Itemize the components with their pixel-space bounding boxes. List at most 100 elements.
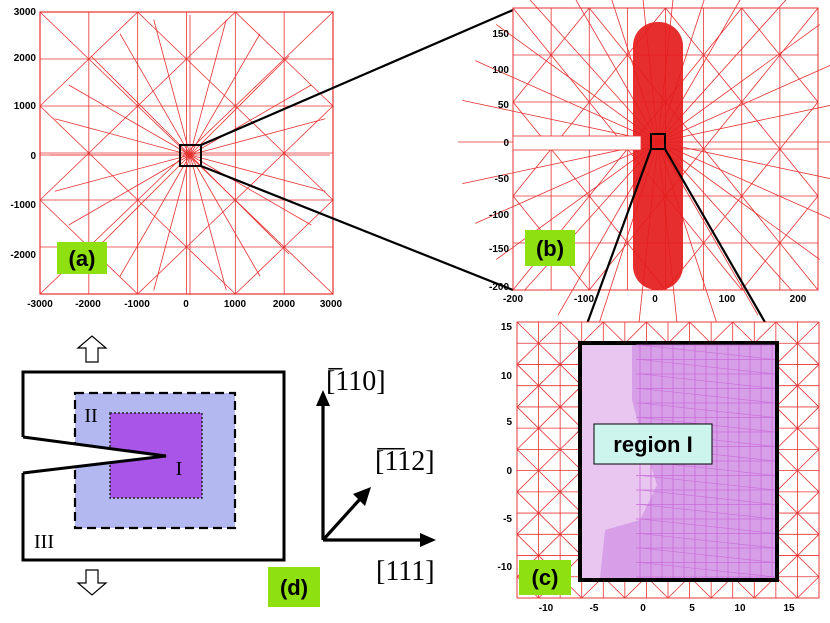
mesh-c-edge bbox=[538, 321, 561, 344]
mesh-c-edge bbox=[538, 406, 561, 429]
b-xtick: -100 bbox=[574, 294, 594, 305]
mesh-b-edge bbox=[588, 195, 628, 244]
mesh-c-inner-diag bbox=[639, 402, 776, 418]
panel-c-callout bbox=[593, 423, 713, 465]
mesh-a-radial-edge bbox=[189, 154, 261, 277]
b-ytick: 50 bbox=[498, 100, 510, 111]
mesh-b-edge bbox=[703, 148, 743, 197]
mesh-b-edge bbox=[512, 54, 552, 103]
panel-a-badge bbox=[57, 242, 107, 274]
mesh-c-edge bbox=[538, 512, 561, 535]
panel-a-y-ticks: 3000 2000 1000 0 -1000 -2000 bbox=[10, 7, 36, 261]
mesh-c-edge bbox=[538, 364, 561, 386]
mesh-c-edge bbox=[538, 534, 561, 556]
mesh-c-edge bbox=[624, 321, 647, 344]
mesh-a-edge bbox=[283, 58, 334, 107]
mesh-b-edge bbox=[703, 195, 743, 244]
mesh-b-radial-edge bbox=[657, 105, 830, 143]
panel-b-crack-slit bbox=[512, 135, 642, 151]
mesh-c-edge bbox=[667, 321, 690, 344]
mesh-c-edge bbox=[516, 385, 539, 408]
a-xtick: -1000 bbox=[124, 299, 150, 310]
mesh-a-radial-edge bbox=[153, 154, 191, 291]
c-xtick: 5 bbox=[689, 603, 695, 614]
mesh-b-radial-edge bbox=[475, 60, 659, 143]
mesh-c-edge bbox=[797, 534, 820, 556]
mesh-b-edge bbox=[779, 148, 819, 197]
mesh-c-edge bbox=[797, 555, 820, 578]
mesh-b-edge bbox=[703, 54, 743, 103]
mesh-c-edge bbox=[797, 364, 820, 386]
mesh-a-radial-edge bbox=[54, 118, 191, 156]
mesh-c-edge bbox=[516, 406, 539, 429]
mesh-c-edge bbox=[754, 321, 777, 344]
mesh-b-radial-edge bbox=[657, 141, 821, 260]
direction-right-label: [111] bbox=[376, 556, 435, 587]
mesh-c-edge bbox=[775, 364, 798, 386]
mesh-b-edge bbox=[741, 148, 781, 197]
mesh-c-edge bbox=[516, 449, 539, 471]
mesh-b-edge bbox=[550, 148, 590, 197]
mesh-b-radial-edge bbox=[462, 100, 659, 143]
mesh-a-edge bbox=[283, 11, 334, 60]
mesh-a-edge bbox=[137, 152, 187, 201]
mesh-a-edge bbox=[186, 11, 236, 60]
mesh-a-edge bbox=[137, 105, 187, 154]
c-ytick: 10 bbox=[501, 371, 513, 382]
c-ytick: 5 bbox=[506, 417, 512, 428]
a-xtick: 0 bbox=[183, 299, 189, 310]
mesh-c-inner-diag bbox=[639, 388, 776, 404]
c-xtick: 10 bbox=[734, 603, 746, 614]
a-ytick: -1000 bbox=[10, 200, 36, 211]
c-ytick: 0 bbox=[506, 466, 512, 477]
mesh-c-edge bbox=[516, 470, 539, 493]
mesh-c-inner-diag bbox=[639, 547, 776, 563]
axis-diag-arrowhead-icon bbox=[353, 487, 371, 506]
mesh-c-edge bbox=[516, 512, 539, 535]
mesh-a-radial-edge bbox=[153, 19, 191, 156]
axis-up-arrowhead-icon bbox=[316, 390, 330, 406]
region-III-label: III bbox=[34, 531, 54, 553]
mesh-a-edge bbox=[88, 58, 138, 107]
mesh-c-edge bbox=[797, 449, 820, 471]
mesh-c-edge bbox=[775, 406, 798, 429]
mesh-a-edge bbox=[137, 246, 187, 295]
mesh-a-edge bbox=[235, 199, 285, 248]
b-ytick: -200 bbox=[489, 282, 509, 293]
mesh-c-edge bbox=[775, 342, 798, 365]
mesh-a-radial-edge bbox=[68, 84, 191, 156]
mesh-b-edge bbox=[779, 7, 819, 56]
crack-notch bbox=[22, 435, 167, 475]
mesh-c-edge bbox=[538, 491, 561, 514]
mesh-a-radial-edge bbox=[119, 154, 191, 277]
c-xtick: 15 bbox=[783, 603, 795, 614]
mesh-a-edge bbox=[186, 199, 236, 248]
mesh-c-inner-diag bbox=[639, 373, 776, 389]
mesh-a-radial-edge bbox=[54, 154, 191, 192]
mesh-c-edge bbox=[646, 321, 669, 344]
mesh-c-edge bbox=[797, 321, 820, 344]
mesh-c-edge bbox=[603, 321, 626, 344]
mesh-a-radial-edge bbox=[189, 118, 326, 156]
mesh-c-edge bbox=[516, 427, 539, 450]
mesh-a-edge bbox=[186, 246, 236, 295]
mesh-b-edge bbox=[512, 148, 552, 197]
panel-b-x-ticks: -200 -100 0 100 200 bbox=[503, 294, 807, 305]
zoom-connector-c-left bbox=[578, 148, 653, 344]
mesh-a-edge bbox=[39, 58, 90, 107]
b-xtick: -200 bbox=[503, 294, 523, 305]
mesh-a-radial-edge bbox=[189, 84, 312, 156]
mesh-b-edge bbox=[588, 148, 628, 197]
c-ytick: 15 bbox=[501, 322, 513, 333]
c-xtick: 0 bbox=[640, 603, 646, 614]
c-xtick: -10 bbox=[539, 603, 554, 614]
mesh-b-radial-edge bbox=[475, 141, 659, 224]
mesh-a-radial-edge bbox=[189, 154, 312, 226]
mesh-a-edge bbox=[137, 199, 187, 248]
mesh-a-edge bbox=[235, 152, 285, 201]
mesh-c-edge bbox=[559, 321, 582, 344]
a-xtick: -3000 bbox=[27, 299, 53, 310]
panel-a-label: (a) bbox=[69, 246, 96, 271]
mesh-c-edge bbox=[775, 321, 798, 344]
